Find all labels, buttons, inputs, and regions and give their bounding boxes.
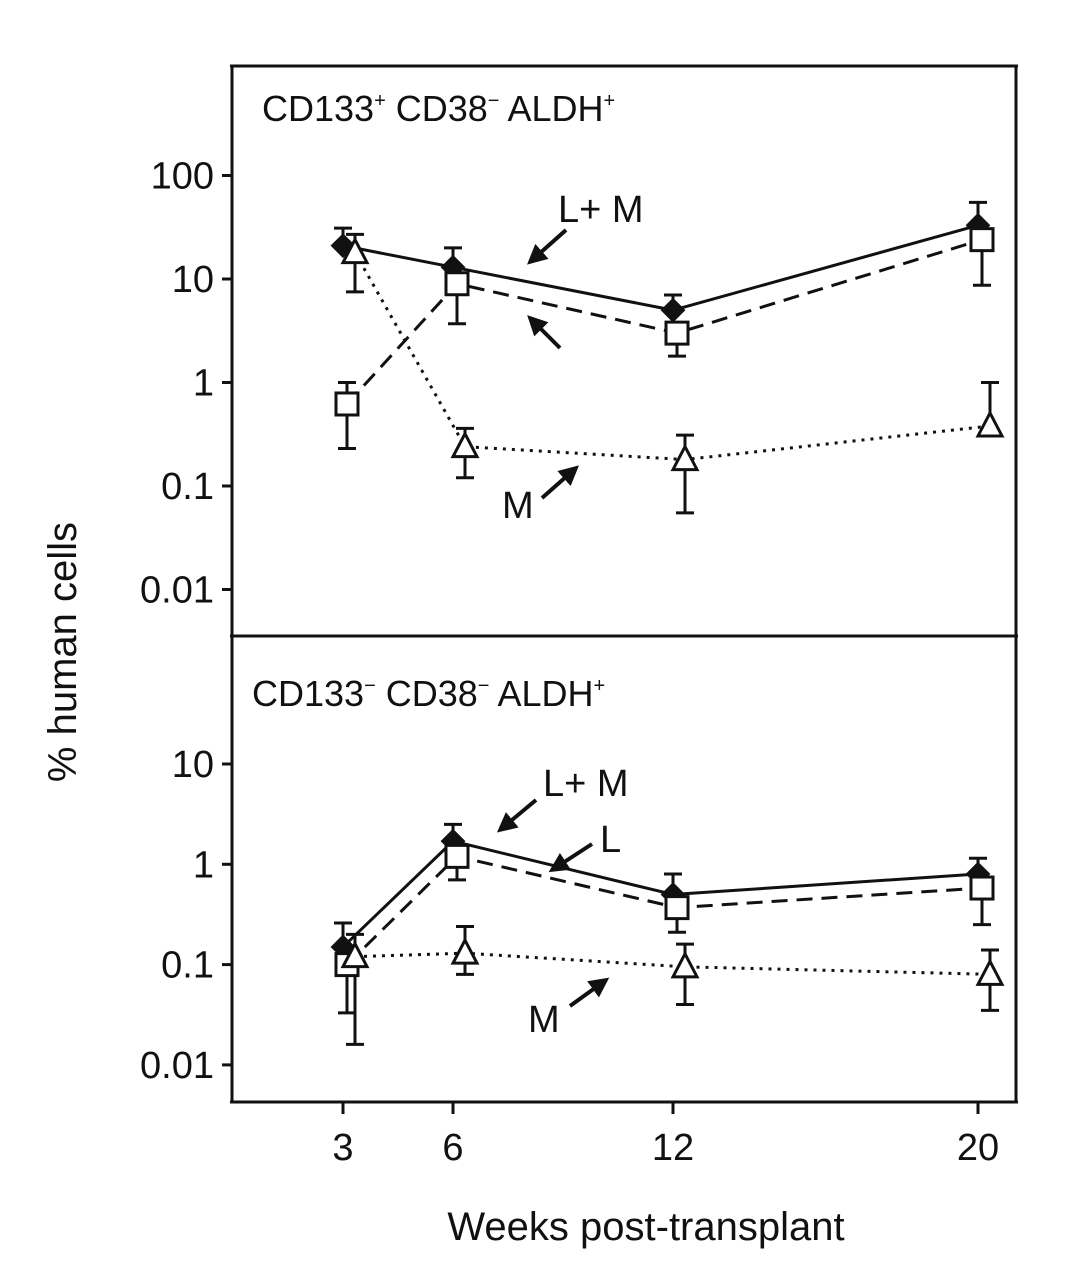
y-tick-label-1-0: 10 [172,744,214,786]
series-line-lpm-0 [342,223,979,312]
point-m-1-3 [975,958,1005,986]
annotation-arrow-m-top [540,465,579,500]
y-tick-label-0-2: 1 [193,363,214,405]
point-m-0-1 [450,430,480,459]
point-m-0-0 [340,236,370,265]
annotation-label-lm-bottom: L+ M [543,763,629,805]
series-line-l-1 [345,854,983,966]
point-l-1-3 [969,875,995,901]
top-annotations: L+ M M [502,189,644,527]
point-lpm-0-2 [660,297,686,323]
markers-0 [330,212,1005,472]
point-m-0-2 [670,443,700,472]
y-tick-label-0-3: 0.1 [161,466,214,508]
markers-1 [330,828,1005,986]
annotation-arrow-l-top [527,315,562,350]
y-tick-label-1-1: 1 [193,844,214,886]
annotation-arrow-lm-bottom [496,798,538,833]
series-lines-0 [342,223,991,462]
y-tick-label-0-4: 0.01 [140,570,214,612]
bottom-panel-title: CD133− CD38− ALDH+ [252,673,605,714]
y-tick-label-0-0: 100 [151,156,214,198]
annotation-label-l-bottom: L [600,819,621,861]
annotation-arrow-lm-top [527,228,568,265]
y-tick-label-0-1: 10 [172,259,214,301]
series-line-m-0 [353,251,991,462]
point-l-1-1 [444,843,470,869]
annotation-label-m-top: M [502,485,534,527]
point-l-0-3 [969,227,995,253]
annotation-arrow-l-bottom [548,842,594,873]
point-l-0-0 [334,391,360,417]
y-axis-title: % human cells [41,522,85,782]
x-tick-label-0: 3 [332,1127,353,1169]
bottom-annotations: L+ M L M [496,763,629,1041]
series-line-l-0 [345,238,983,405]
point-m-1-2 [670,950,700,979]
x-tick-label-1: 6 [442,1127,463,1169]
error-bars-1 [334,822,999,1046]
series-line-m-1 [354,951,991,976]
annotation-label-m-bottom: M [528,999,560,1041]
x-axis-title: Weeks post-transplant [447,1205,844,1249]
annotation-arrow-m-bottom [568,977,610,1008]
point-m-1-1 [450,936,480,965]
point-l-0-1 [444,271,470,297]
x-tick-label-2: 12 [652,1127,694,1169]
top-panel-title: CD133+ CD38− ALDH+ [262,88,615,129]
annotation-label-lm-top: L+ M [558,189,644,231]
error-bars-0 [334,200,999,515]
x-tick-label-3: 20 [957,1127,999,1169]
y-tick-label-1-2: 0.1 [161,945,214,987]
point-m-1-0 [340,940,370,969]
top-panel: CD133+ CD38− ALDH+ 100 10 1 0.1 0.01 [140,64,1018,636]
point-m-0-3 [975,409,1005,438]
point-l-1-2 [664,895,690,921]
point-l-0-2 [664,320,690,346]
bottom-panel: CD133− CD38− ALDH+ 10 1 0.1 0.01 3 6 12 20 [140,636,1018,1169]
y-tick-label-1-3: 0.01 [140,1045,214,1087]
